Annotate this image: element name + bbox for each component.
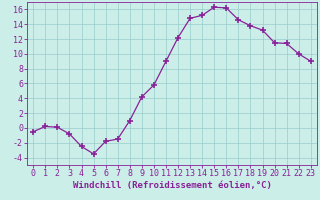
X-axis label: Windchill (Refroidissement éolien,°C): Windchill (Refroidissement éolien,°C) [73,181,271,190]
